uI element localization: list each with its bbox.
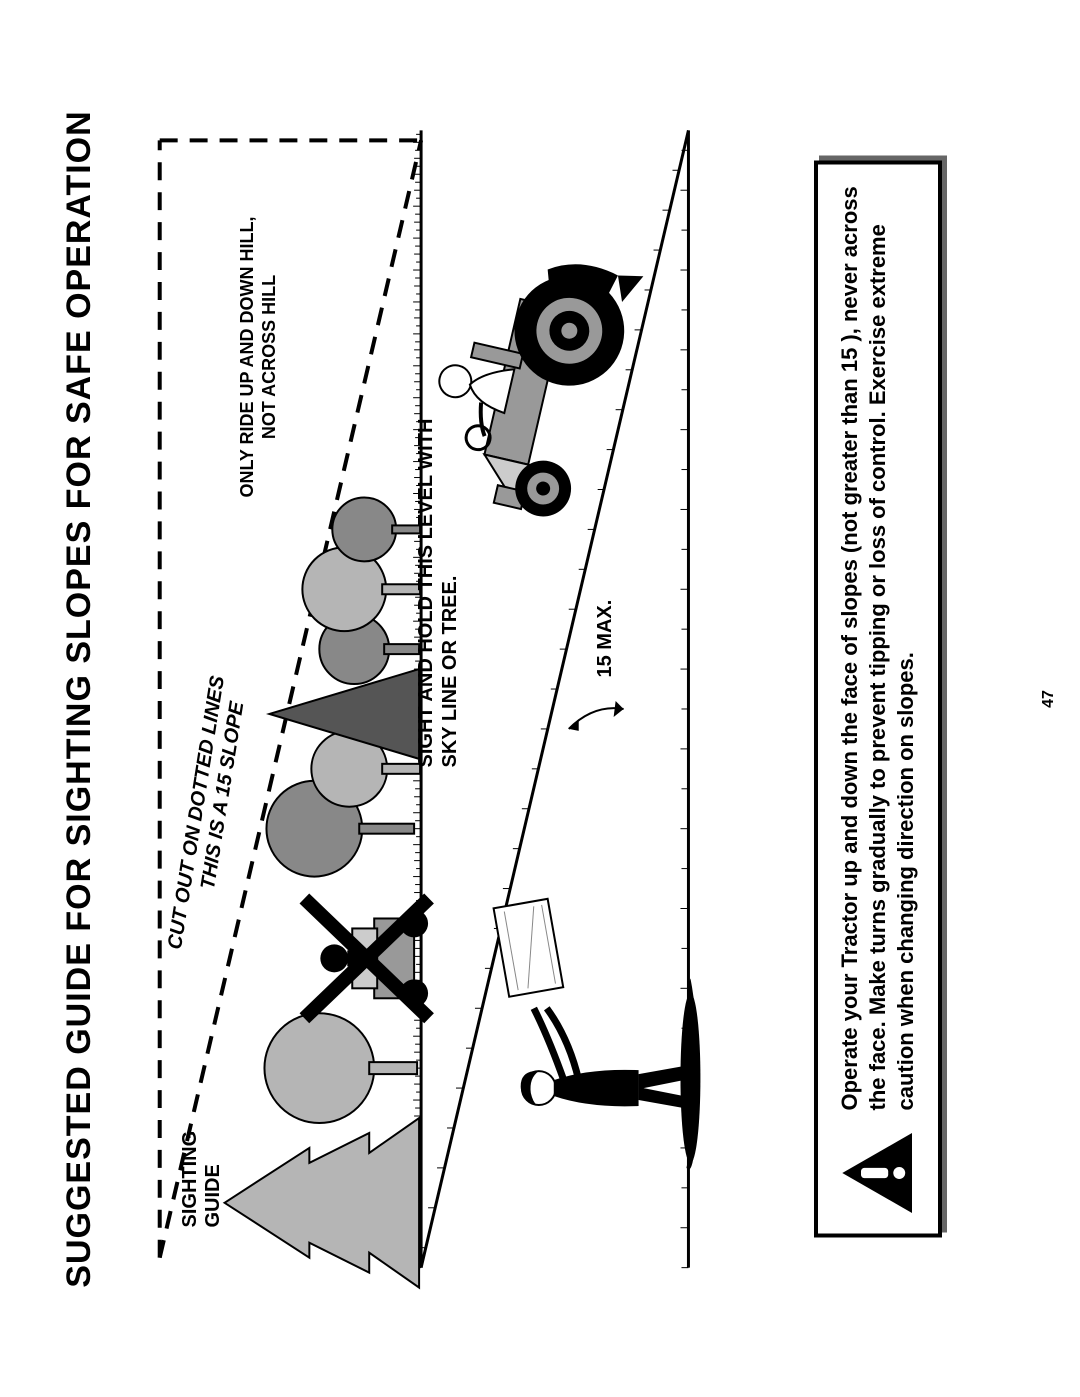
warning-text: Operate your Tractor up and down the fac…	[836, 184, 920, 1110]
warning-icon	[839, 1130, 917, 1215]
tree-icon	[332, 497, 420, 561]
max-angle-label: 15 MAX.	[594, 599, 617, 677]
warning-box: Operate your Tractor up and down the fac…	[814, 160, 942, 1237]
ride-direction-label: ONLY RIDE UP AND DOWN HILL, NOT ACROSS H…	[237, 216, 280, 497]
angle-indicator-icon	[569, 700, 624, 730]
sighting-guide-label: SIGHTING GUIDE	[179, 1130, 225, 1227]
person-sighting-icon	[494, 898, 701, 1169]
tree-icon	[225, 1118, 423, 1288]
page-number: 47	[1040, 690, 1058, 708]
sight-hold-label: SIGHT AND HOLD THIS LEVEL WITH SKY LINE …	[414, 418, 462, 767]
page-title: SUGGESTED GUIDE FOR SIGHTING SLOPES FOR …	[60, 70, 99, 1327]
tree-icon	[264, 1013, 417, 1123]
slope-diagram: SIGHTING GUIDE CUT OUT ON DOTTED LINES T…	[119, 70, 799, 1327]
